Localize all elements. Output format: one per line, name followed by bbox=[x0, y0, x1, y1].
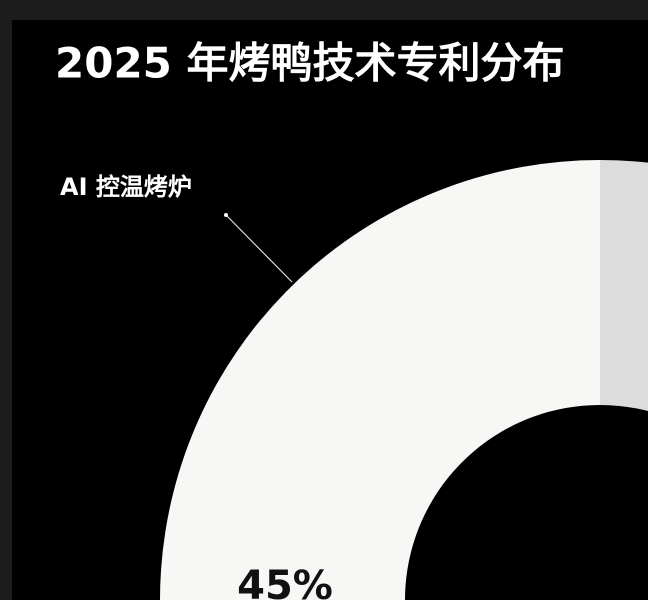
other-segment bbox=[600, 160, 648, 412]
chart-title: 2025 年烤鸭技术专利分布 bbox=[55, 39, 565, 88]
value-label: 45% bbox=[237, 563, 333, 600]
leader-dot bbox=[224, 213, 228, 217]
category-label: AI 控温烤炉 bbox=[60, 173, 192, 201]
leader-line bbox=[225, 214, 293, 283]
pie-segment bbox=[160, 160, 600, 600]
